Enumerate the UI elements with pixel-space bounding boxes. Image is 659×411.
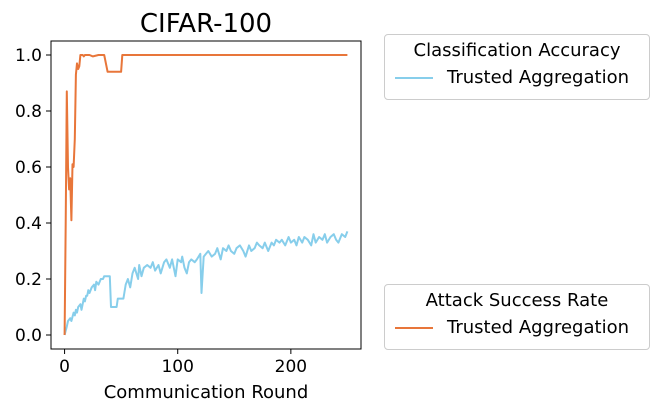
legend-classification-accuracy: Classification Accuracy Trusted Aggregat… — [384, 34, 650, 100]
series-line-acc — [63, 231, 349, 336]
x-tick-label: 100 — [161, 357, 193, 377]
y-tick-label: 1.0 — [15, 46, 42, 66]
y-axis-ticks: 0.0 0.2 0.4 0.6 0.8 1.0 — [15, 46, 51, 346]
legend-swatch-asr — [395, 327, 433, 329]
legend-title-accuracy: Classification Accuracy — [413, 40, 621, 61]
legend-entry-accuracy: Trusted Aggregation — [395, 67, 649, 89]
legend-label-accuracy: Trusted Aggregation — [447, 67, 629, 88]
y-tick-label: 0.2 — [15, 270, 42, 290]
series-layer — [63, 54, 349, 336]
chart-title: CIFAR-100 — [140, 9, 272, 39]
legend-label-asr: Trusted Aggregation — [447, 317, 629, 338]
x-tick-label: 0 — [59, 357, 70, 377]
y-tick-label: 0.8 — [15, 102, 42, 122]
y-tick-label: 0.6 — [15, 158, 42, 178]
x-tick-label: 200 — [275, 357, 307, 377]
legend-attack-success-rate: Attack Success Rate Trusted Aggregation — [384, 284, 650, 350]
y-tick-label: 0.0 — [15, 326, 42, 346]
x-axis-label: Communication Round — [104, 382, 309, 403]
legend-swatch-accuracy — [395, 77, 433, 79]
legend-entry-asr: Trusted Aggregation — [395, 317, 649, 339]
x-axis-ticks: 0 100 200 — [59, 349, 307, 377]
legend-title-asr: Attack Success Rate — [425, 290, 609, 311]
series-line-asr — [63, 54, 348, 336]
plot-area-frame — [50, 40, 362, 350]
y-tick-label: 0.4 — [15, 214, 42, 234]
